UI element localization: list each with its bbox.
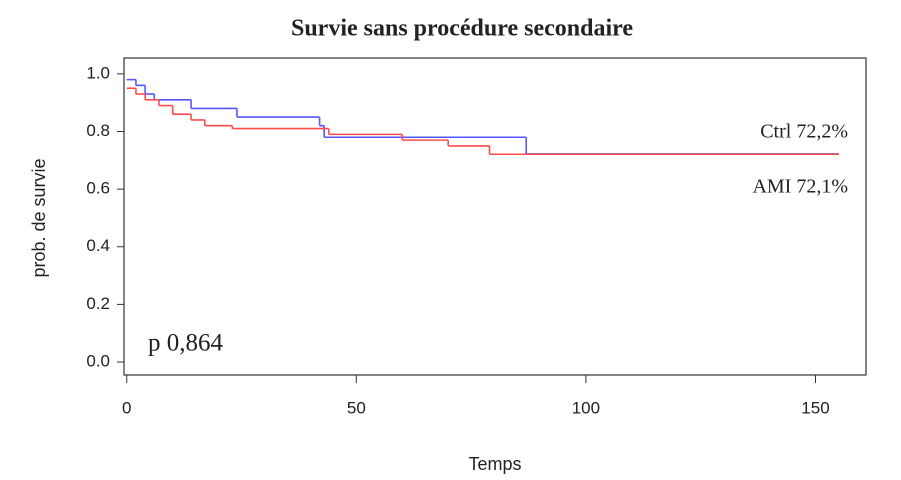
y-tick-label: 1.0 (86, 63, 110, 82)
y-tick-label: 0.0 (86, 352, 110, 371)
x-tick-label: 50 (347, 398, 366, 417)
annotation: p 0,864 (148, 330, 224, 357)
y-tick-label: 0.4 (86, 236, 110, 255)
x-tick-label: 150 (801, 398, 829, 417)
y-tick-label: 0.2 (86, 294, 110, 313)
x-tick-label: 0 (122, 398, 131, 417)
x-tick-label: 100 (572, 398, 600, 417)
x-axis-label: Temps (468, 454, 521, 474)
plot-frame (123, 57, 867, 376)
annotation: AMI 72,1% (752, 176, 848, 198)
y-tick-label: 0.8 (86, 121, 110, 140)
annotation: Ctrl 72,2% (760, 121, 848, 143)
chart-title: Survie sans procédure secondaire (291, 16, 633, 42)
y-axis-label: prob. de survie (29, 158, 49, 277)
y-tick-label: 0.6 (86, 179, 110, 198)
